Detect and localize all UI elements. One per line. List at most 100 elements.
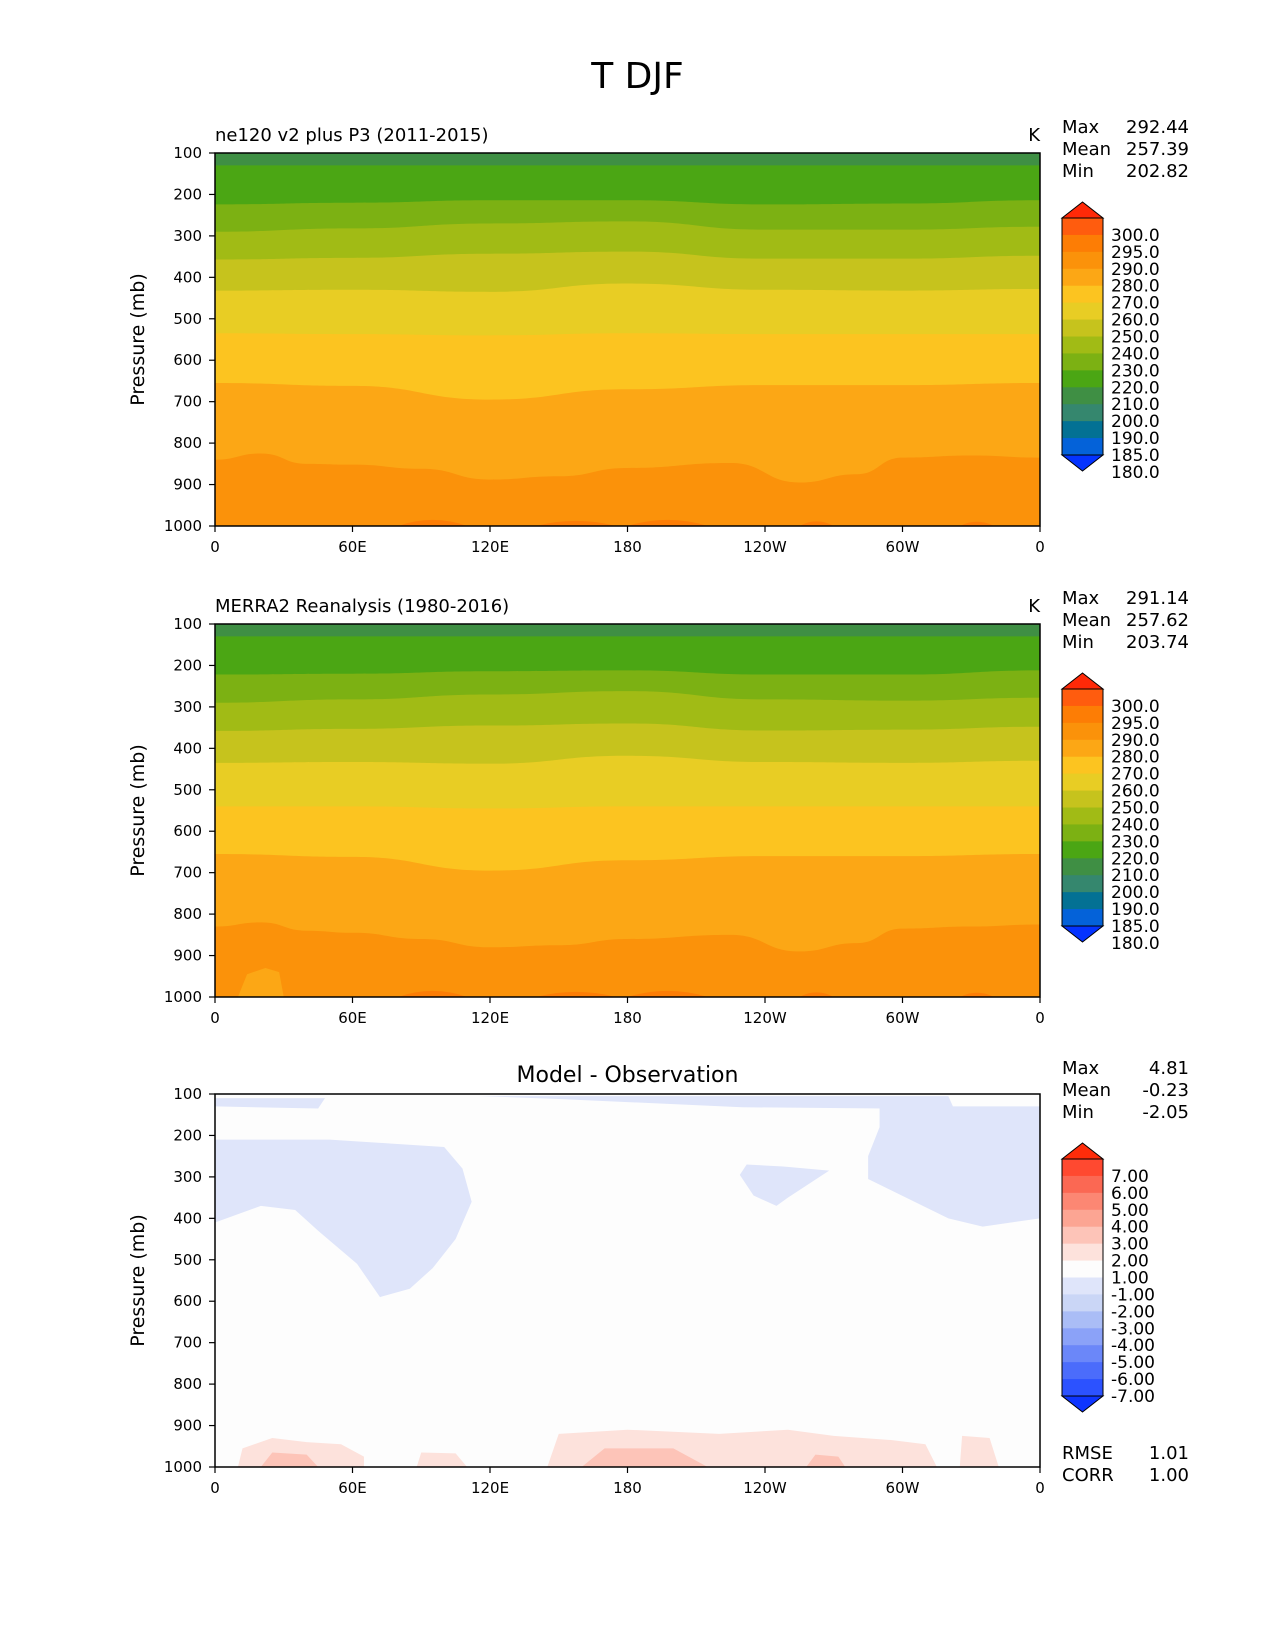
y-tick-label: 400 xyxy=(173,739,202,757)
colorbar-extend-bottom xyxy=(1060,454,1105,472)
y-tick-label: 1000 xyxy=(164,988,202,1006)
colorbar-tick-label: 180.0 xyxy=(1111,934,1160,954)
colorbar-extend-top xyxy=(1060,672,1105,690)
colorbar-segment xyxy=(1062,790,1103,808)
colorbar-tick-label: 220.0 xyxy=(1111,849,1160,869)
colorbar-tick-label: -3.00 xyxy=(1111,1319,1155,1339)
x-tick-label: 0 xyxy=(210,1479,220,1497)
y-tick-label: 700 xyxy=(173,1334,202,1352)
y-tick-label: 800 xyxy=(173,905,202,923)
colorbar-segment xyxy=(1062,234,1103,253)
y-tick-label: 600 xyxy=(173,822,202,840)
stat-value: 292.44 xyxy=(1126,117,1189,138)
colorbar-segment xyxy=(1062,285,1103,304)
colorbar-segment xyxy=(1062,319,1103,337)
figure-title: T DJF xyxy=(591,56,684,97)
y-tick-label: 100 xyxy=(173,615,202,633)
colorbar-tick-label: 185.0 xyxy=(1111,917,1160,937)
colorbar-tick-label: -6.00 xyxy=(1111,1370,1155,1390)
panel-title: MERRA2 Reanalysis (1980-2016) xyxy=(215,596,509,617)
y-tick-label: 1000 xyxy=(164,1458,202,1476)
warm-contour-patch xyxy=(627,990,708,997)
y-tick-label: 500 xyxy=(173,1251,202,1269)
metric-label: CORR xyxy=(1062,1465,1114,1486)
strong-positive-anomaly-region xyxy=(581,1448,708,1467)
stat-label: Min xyxy=(1062,632,1094,653)
colorbar-tick-label: 295.0 xyxy=(1111,243,1160,263)
colorbar-segment xyxy=(1062,1379,1103,1397)
colorbar-tick-label: 210.0 xyxy=(1111,866,1160,886)
stat-value: -2.05 xyxy=(1142,1102,1189,1123)
colorbar-segment xyxy=(1062,438,1103,456)
colorbar-segment xyxy=(1062,773,1103,792)
colorbar-segment xyxy=(1062,858,1103,876)
y-axis-label: Pressure (mb) xyxy=(127,1214,149,1347)
colorbar-tick-label: 3.00 xyxy=(1111,1235,1149,1255)
colorbar-segment xyxy=(1062,353,1103,371)
colorbar-segment xyxy=(1062,268,1103,287)
y-tick-label: 500 xyxy=(173,310,202,328)
plot-area xyxy=(215,624,1040,997)
x-tick-label: 120W xyxy=(743,1479,787,1497)
colorbar-tick-label: 250.0 xyxy=(1111,799,1160,819)
colorbar-extend-bottom xyxy=(1060,925,1105,943)
y-tick-label: 600 xyxy=(173,351,202,369)
negative-anomaly-region xyxy=(868,1106,1040,1227)
colorbar-tick-label: 240.0 xyxy=(1111,815,1160,835)
colorbar-tick-label: 190.0 xyxy=(1111,429,1160,449)
y-tick-label: 300 xyxy=(173,1168,202,1186)
warm-contour-patch xyxy=(799,521,834,526)
colorbar-segment xyxy=(1062,251,1103,270)
x-tick-label: 180 xyxy=(613,1009,642,1027)
colorbar-tick-label: 300.0 xyxy=(1111,697,1160,717)
colorbar-segment xyxy=(1062,739,1103,758)
units-label: K xyxy=(1028,596,1041,617)
x-tick-label: 0 xyxy=(210,538,220,556)
colorbar-tick-label: -7.00 xyxy=(1111,1387,1155,1407)
x-tick-label: 0 xyxy=(210,1009,220,1027)
colorbar-tick-label: 295.0 xyxy=(1111,714,1160,734)
warm-contour-patch xyxy=(535,520,617,526)
x-tick-label: 180 xyxy=(613,538,642,556)
x-tick-label: 60E xyxy=(338,538,367,556)
colorbar-segment xyxy=(1062,1345,1103,1363)
colorbar-extend-bottom xyxy=(1060,1395,1105,1413)
colorbar-segment xyxy=(1062,1328,1103,1346)
y-tick-label: 800 xyxy=(173,434,202,452)
colorbar-tick-label: 180.0 xyxy=(1111,463,1160,483)
y-tick-label: 1000 xyxy=(164,517,202,535)
colorbar-tick-label: 190.0 xyxy=(1111,900,1160,920)
colorbar-tick-label: 280.0 xyxy=(1111,748,1160,768)
panel-2: 100 200 300 400 500 600 700 800 900 1000 0 60E 120E 1… xyxy=(127,588,1189,1027)
x-tick-label: 180 xyxy=(613,1479,642,1497)
colorbar-segment xyxy=(1062,404,1103,422)
stat-value: 291.14 xyxy=(1126,588,1189,609)
colorbar-segment xyxy=(1062,892,1103,910)
y-tick-label: 200 xyxy=(173,185,202,203)
colorbar-tick-label: 6.00 xyxy=(1111,1184,1149,1204)
y-tick-label: 200 xyxy=(173,656,202,674)
colorbar-tick-label: 7.00 xyxy=(1111,1167,1149,1187)
panel-title: Model - Observation xyxy=(517,1063,739,1088)
colorbar-segment xyxy=(1062,875,1103,893)
plot-area xyxy=(215,1094,1040,1467)
stat-value: 257.39 xyxy=(1126,139,1189,160)
colorbar-tick-label: 5.00 xyxy=(1111,1201,1149,1221)
colorbar-tick-label: -2.00 xyxy=(1111,1302,1155,1322)
colorbar-tick-label: -5.00 xyxy=(1111,1353,1155,1373)
strong-positive-anomaly-region xyxy=(806,1454,846,1467)
colorbar-tick-label: -1.00 xyxy=(1111,1285,1155,1305)
y-tick-label: 300 xyxy=(173,227,202,245)
colorbar-tick-label: 200.0 xyxy=(1111,412,1160,432)
stat-value: 203.74 xyxy=(1126,632,1189,653)
panel-1: 100 200 300 400 500 600 700 800 900 1000 0 60E 120E 1… xyxy=(127,117,1189,556)
colorbar-tick-label: 1.00 xyxy=(1111,1269,1149,1289)
negative-anomaly-region xyxy=(215,1098,325,1109)
y-tick-label: 400 xyxy=(173,1209,202,1227)
colorbar-segment xyxy=(1062,1294,1103,1312)
y-tick-label: 900 xyxy=(173,1417,202,1435)
colorbar-segment xyxy=(1062,722,1103,741)
colorbar-segment xyxy=(1062,1260,1103,1278)
colorbar-segment xyxy=(1062,421,1103,439)
